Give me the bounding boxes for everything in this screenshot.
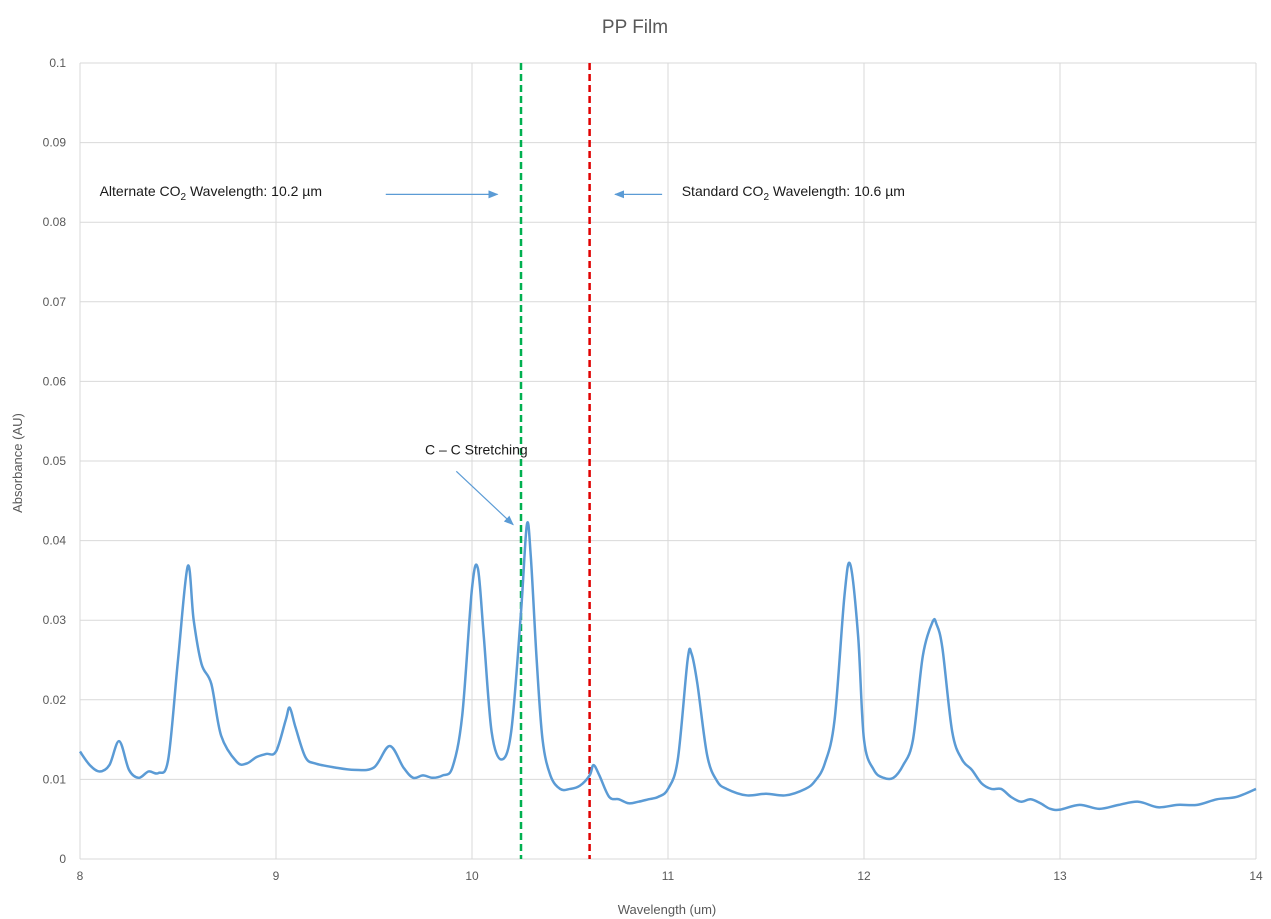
x-tick-labels: 8 9 10 11 12 13 14: [77, 869, 1263, 883]
y-tick-label: 0.09: [43, 136, 67, 150]
x-tick-label: 14: [1249, 869, 1263, 883]
annotations-layer: Alternate CO2 Wavelength: 10.2 µm Standar…: [100, 183, 905, 526]
y-tick-label: 0: [59, 852, 66, 866]
chart-title: PP Film: [602, 17, 668, 38]
y-tick-label: 0.02: [43, 693, 67, 707]
x-tick-label: 12: [857, 869, 871, 883]
grid-layer: [79, 62, 1257, 860]
y-tick-label: 0.1: [49, 56, 66, 70]
x-axis-label: Wavelength (um): [618, 902, 717, 917]
y-tick-label: 0.05: [43, 454, 67, 468]
y-tick-label: 0.07: [43, 295, 67, 309]
y-tick-labels: 0 0.01 0.02 0.03 0.04 0.05 0.06 0.07 0.08 0.09 0.1: [43, 56, 67, 866]
y-tick-label: 0.04: [43, 534, 67, 548]
x-tick-label: 13: [1053, 869, 1067, 883]
annotation-label: Standard CO2 Wavelength: 10.6 µm: [682, 183, 905, 203]
x-tick-label: 8: [77, 869, 84, 883]
y-axis-label: Absorbance (AU): [10, 413, 25, 513]
annotation-label: Alternate CO2 Wavelength: 10.2 µm: [100, 183, 322, 203]
y-tick-label: 0.03: [43, 613, 67, 627]
y-tick-label: 0.06: [43, 374, 67, 388]
x-tick-label: 11: [662, 869, 675, 883]
y-tick-label: 0.01: [43, 772, 67, 786]
reference-lines: [519, 63, 591, 859]
annotation-arrow: [455, 470, 514, 526]
annotation-label: C – C Stretching: [425, 442, 528, 458]
x-tick-label: 10: [465, 869, 479, 883]
absorbance-series-line: [78, 521, 1257, 812]
y-tick-label: 0.08: [43, 215, 67, 229]
series-layer: [78, 521, 1257, 812]
x-tick-label: 9: [273, 869, 280, 883]
